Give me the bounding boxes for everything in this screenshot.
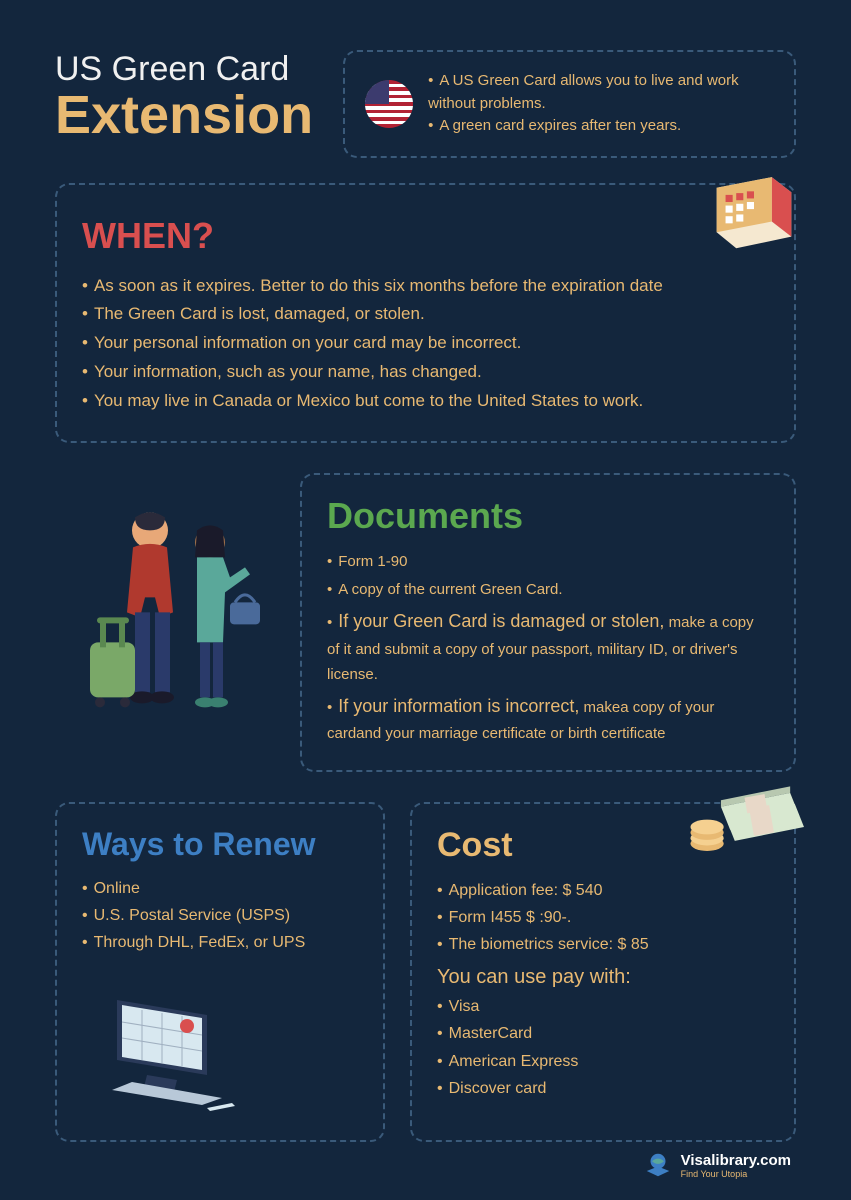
doc-item: If your information is incorrect, makea …	[327, 691, 769, 747]
cost-fee-item: The biometrics service: $ 85	[437, 931, 769, 958]
renew-section: Ways to Renew Online U.S. Postal Service…	[55, 802, 385, 1142]
footer-logo-icon	[643, 1150, 673, 1180]
documents-section: Documents Form 1-90 A copy of the curren…	[55, 473, 796, 772]
money-icon	[684, 779, 804, 862]
renew-item: Through DHL, FedEx, or UPS	[82, 929, 358, 956]
intro-list: A US Green Card allows you to live and w…	[428, 70, 774, 138]
when-item: Your personal information on your card m…	[82, 329, 769, 358]
pay-method-item: Visa	[437, 993, 769, 1020]
renew-list: Online U.S. Postal Service (USPS) Throug…	[82, 875, 358, 957]
documents-heading: Documents	[327, 495, 769, 537]
pay-method-item: Discover card	[437, 1075, 769, 1102]
doc-prefix: If your information is incorrect,	[338, 696, 579, 716]
doc-item: A copy of the current Green Card.	[327, 577, 769, 603]
renew-heading: Ways to Renew	[82, 826, 358, 863]
when-item: You may live in Canada or Mexico but com…	[82, 387, 769, 416]
title-line-2: Extension	[55, 84, 313, 146]
pay-with-label: You can use pay with:	[437, 966, 769, 989]
cost-section: Cost Application fee: $ 540 Form I455 $ …	[410, 802, 796, 1142]
when-item: As soon as it expires. Better to do this…	[82, 272, 769, 301]
pay-method-item: MasterCard	[437, 1020, 769, 1047]
cost-fee-item: Application fee: $ 540	[437, 877, 769, 904]
renew-item: U.S. Postal Service (USPS)	[82, 902, 358, 929]
intro-item: A US Green Card allows you to live and w…	[428, 70, 774, 115]
when-section: WHEN? As soon as it expires. Better to d…	[55, 183, 796, 443]
renew-item: Online	[82, 875, 358, 902]
calendar-icon	[709, 170, 799, 250]
doc-item: If your Green Card is damaged or stolen,…	[327, 606, 769, 688]
when-heading: WHEN?	[82, 215, 769, 257]
intro-box: A US Green Card allows you to live and w…	[343, 50, 796, 158]
cost-fee-item: Form I455 $ :90-.	[437, 904, 769, 931]
intro-item: A green card expires after ten years.	[428, 115, 774, 138]
computer-icon	[87, 990, 237, 1120]
when-item: The Green Card is lost, damaged, or stol…	[82, 300, 769, 329]
page-title: US Green Card Extension	[55, 50, 313, 158]
pay-method-item: American Express	[437, 1048, 769, 1075]
pay-methods-list: Visa MasterCard American Express Discove…	[437, 993, 769, 1102]
footer: Visalibrary.com Find Your Utopia	[643, 1150, 791, 1180]
documents-list: Form 1-90 A copy of the current Green Ca…	[327, 549, 769, 747]
when-list: As soon as it expires. Better to do this…	[82, 272, 769, 416]
travelers-icon	[85, 473, 275, 772]
cost-fees-list: Application fee: $ 540 Form I455 $ :90-.…	[437, 877, 769, 959]
footer-tagline: Find Your Utopia	[681, 1169, 791, 1179]
footer-site: Visalibrary.com	[681, 1152, 791, 1169]
doc-prefix: If your Green Card is damaged or stolen,	[338, 611, 664, 631]
us-flag-icon	[365, 80, 413, 128]
doc-item: Form 1-90	[327, 549, 769, 575]
when-item: Your information, such as your name, has…	[82, 358, 769, 387]
